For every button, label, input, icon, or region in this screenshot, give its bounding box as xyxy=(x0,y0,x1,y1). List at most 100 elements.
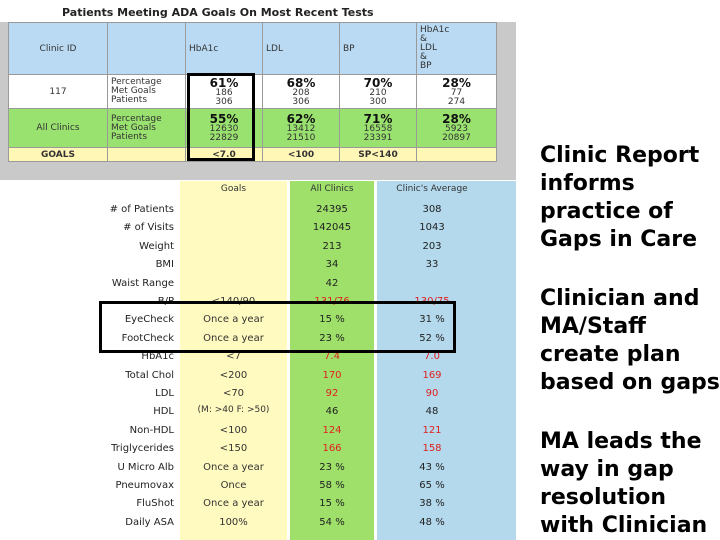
clinic-average-value: 158 xyxy=(422,443,442,455)
row-label: LDL xyxy=(155,388,174,399)
clinic-id-cell: All Clinics xyxy=(8,108,108,148)
clinic-average-value: 31 % xyxy=(419,314,445,326)
side-note-1: Clinic Report informs practice of Gaps i… xyxy=(540,143,700,252)
side-note-2: Clinician and MA/Staff create plan based… xyxy=(540,286,720,395)
row-label: Total Chol xyxy=(125,369,174,381)
all-clinics-value: 170 xyxy=(322,369,342,381)
goal-cell xyxy=(416,147,497,162)
all-clinics-value: 46 xyxy=(325,406,339,418)
clinic-average-value: 308 xyxy=(422,204,442,215)
ada-goals-table: Patients Meeting ADA Goals On Most Recen… xyxy=(0,0,516,180)
goal-value: Once a year xyxy=(203,332,264,344)
value-cell: 55% 12630 22829 xyxy=(185,108,263,148)
table-row: 117 Percentage Met Goals Patients 61% 186… xyxy=(8,74,497,109)
header-combined-line: HbA1c xyxy=(420,25,450,35)
goal-value: <7 xyxy=(226,351,241,363)
all-clinics-value: 15 % xyxy=(319,314,345,326)
row-label: Pneumovax xyxy=(115,480,174,491)
row-label: HbA1c xyxy=(141,351,174,363)
header-combined-line: & xyxy=(420,52,428,62)
value-cell: 68% 208 306 xyxy=(262,74,340,109)
goal-value: Once a year xyxy=(203,498,264,510)
goal-value: Once a year xyxy=(203,461,264,473)
eye-foot-highlight-box xyxy=(99,301,456,353)
all-clinics-value: 92 xyxy=(325,388,339,399)
row-label: U Micro Alb xyxy=(117,461,174,473)
header-clinic-id: Clinic ID xyxy=(8,22,108,75)
hba1c-highlight-box xyxy=(187,73,255,161)
goal-cell: SP<140 xyxy=(339,147,417,162)
goal-cell: <100 xyxy=(262,147,340,162)
row-label: Triglycerides xyxy=(111,443,174,455)
header-combined-line: BP xyxy=(420,61,432,71)
value-cell: 62% 13412 21510 xyxy=(262,108,340,148)
goals-label: GOALS xyxy=(8,147,108,162)
row-label: Weight xyxy=(139,240,174,252)
ada-goals-title: Patients Meeting ADA Goals On Most Recen… xyxy=(0,0,516,22)
value-cell: 28% 5923 20897 xyxy=(416,108,497,148)
row-label: EyeCheck xyxy=(124,314,174,326)
goal-value: <100 xyxy=(219,424,248,436)
goals-column xyxy=(180,181,287,540)
side-note-3: MA leads the way in gap resolution with … xyxy=(540,429,708,538)
clinic-average-value: 52 % xyxy=(419,332,445,344)
header-combined: HbA1c & LDL & BP xyxy=(416,22,497,75)
value-cell: 61% 186 306 xyxy=(185,74,263,109)
all-clinics-value: 213 xyxy=(322,240,342,252)
all-clinics-column xyxy=(290,181,374,540)
row-label: Non-HDL xyxy=(129,424,174,436)
clinic-average-value: 203 xyxy=(422,240,442,252)
all-clinics-value: 166 xyxy=(322,443,342,455)
row-label: Waist Range xyxy=(111,277,174,289)
all-clinics-value: 124 xyxy=(322,424,342,436)
clinic-id-cell: 117 xyxy=(8,74,108,109)
clinic-average-value: 48 % xyxy=(419,516,445,528)
all-clinics-value: 58 % xyxy=(319,480,345,491)
all-clinics-value: 15 % xyxy=(319,498,345,510)
clinic-average-value: 1043 xyxy=(419,222,445,234)
row-label: FootCheck xyxy=(121,332,174,344)
clinic-average-column xyxy=(377,181,516,540)
header-bp: BP xyxy=(339,22,417,75)
all-clinics-value: 142045 xyxy=(312,222,352,234)
clinic-average-value: 169 xyxy=(422,369,442,381)
clinic-average-value: 43 % xyxy=(419,461,445,473)
clinic-average-header: Clinic's Average xyxy=(396,184,468,194)
all-clinics-value: 34 xyxy=(325,259,339,271)
all-clinics-value: 23 % xyxy=(319,461,345,473)
header-combined-line: & xyxy=(420,34,428,44)
table-row: All Clinics Percentage Met Goals Patient… xyxy=(8,108,497,148)
clinic-average-table: Goals All Clinics Clinic's Average # of … xyxy=(0,181,516,540)
metric-label: Patients xyxy=(111,95,148,105)
clinic-average-value: 7.0 xyxy=(424,351,440,363)
metric-label: Percentage xyxy=(111,113,162,124)
metric-cell: Percentage Met Goals Patients xyxy=(107,74,186,109)
all-clinics-value: 23 % xyxy=(319,332,345,344)
goal-value: <70 xyxy=(222,388,245,399)
value-cell: 70% 210 300 xyxy=(339,74,417,109)
goal-value: Once xyxy=(220,480,247,491)
all-clinics-header: All Clinics xyxy=(310,184,354,194)
header-combined-line: LDL xyxy=(420,43,437,53)
header-blank xyxy=(107,22,186,75)
value-cell: 28% 77 274 xyxy=(416,74,497,109)
goal-value: 100% xyxy=(219,516,248,528)
goal-value: Once a year xyxy=(203,314,264,326)
metric-label: Met Goals xyxy=(111,86,156,96)
clinic-average-value: 65 % xyxy=(419,480,445,491)
table-row-goals: GOALS <7.0 <100 SP<140 xyxy=(8,147,497,162)
clinic-average-value: 33 xyxy=(425,259,439,271)
row-label: # of Patients xyxy=(109,204,174,215)
header-ldl: LDL xyxy=(262,22,340,75)
table-header-row: Clinic ID HbA1c LDL BP HbA1c & LDL & BP xyxy=(8,22,497,75)
row-label: BMI xyxy=(155,259,174,271)
ada-goals-grid: Clinic ID HbA1c LDL BP HbA1c & LDL & BP … xyxy=(8,22,497,162)
all-clinics-value: 24395 xyxy=(316,204,348,215)
value-cell: 71% 16558 23391 xyxy=(339,108,417,148)
all-clinics-value: 54 % xyxy=(319,516,345,528)
metric-cell: Percentage Met Goals Patients xyxy=(107,108,186,148)
row-label: # of Visits xyxy=(123,222,174,234)
metric-label: Patients xyxy=(111,131,148,142)
row-label: FluShot xyxy=(136,498,174,510)
goal-value: (M: >40 F: >50) xyxy=(197,405,270,416)
